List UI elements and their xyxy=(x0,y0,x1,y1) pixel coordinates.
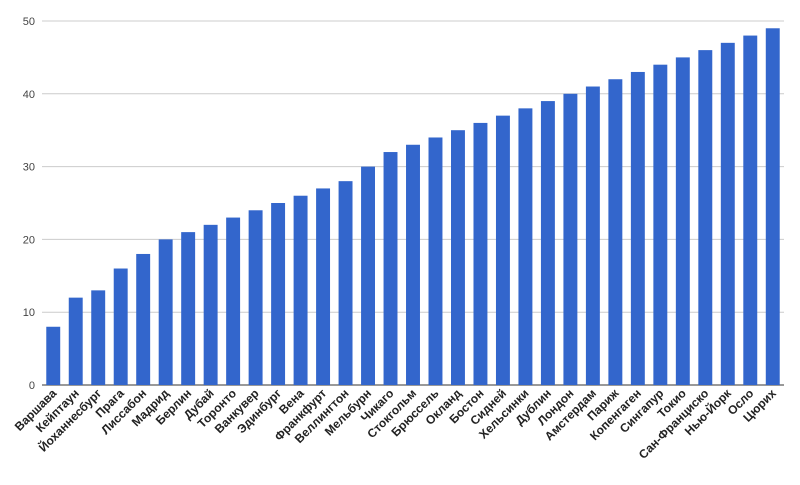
y-tick-label: 20 xyxy=(23,234,35,246)
bar xyxy=(653,64,668,386)
y-tick-label: 50 xyxy=(23,16,35,28)
bar xyxy=(495,115,510,385)
bar xyxy=(136,253,151,385)
y-axis-ticks: 0 10 20 30 40 50 xyxy=(23,16,35,392)
bar xyxy=(113,268,128,385)
bar xyxy=(406,144,420,385)
bar xyxy=(68,297,83,385)
x-axis-labels: ВаршаваКейптаунЙоханнесбургПрагаЛиссабон… xyxy=(12,385,779,462)
bar xyxy=(203,224,218,385)
bar xyxy=(181,232,196,385)
bar xyxy=(383,152,398,385)
bar xyxy=(518,108,533,386)
bar xyxy=(698,50,713,386)
bar xyxy=(450,130,465,385)
bar xyxy=(46,326,61,385)
bar xyxy=(338,181,353,385)
bar xyxy=(473,122,488,386)
bar xyxy=(585,86,600,386)
bar xyxy=(158,239,173,385)
y-tick-label: 40 xyxy=(23,89,35,101)
bar xyxy=(271,203,286,385)
y-tick-label: 30 xyxy=(23,162,35,174)
bars xyxy=(46,28,780,386)
bar xyxy=(293,195,308,385)
bar xyxy=(361,166,376,385)
bar xyxy=(720,42,735,386)
bar xyxy=(765,28,780,386)
y-tick-label: 0 xyxy=(29,380,35,392)
bar xyxy=(743,35,758,386)
bar xyxy=(428,137,443,385)
bar xyxy=(608,79,623,386)
y-tick-label: 10 xyxy=(23,307,35,319)
bar xyxy=(540,101,555,385)
bar xyxy=(675,57,690,386)
bar xyxy=(316,188,331,385)
bar xyxy=(91,290,106,385)
bar xyxy=(630,71,645,386)
bar xyxy=(248,210,263,385)
bar xyxy=(226,217,241,385)
bar xyxy=(563,93,578,386)
